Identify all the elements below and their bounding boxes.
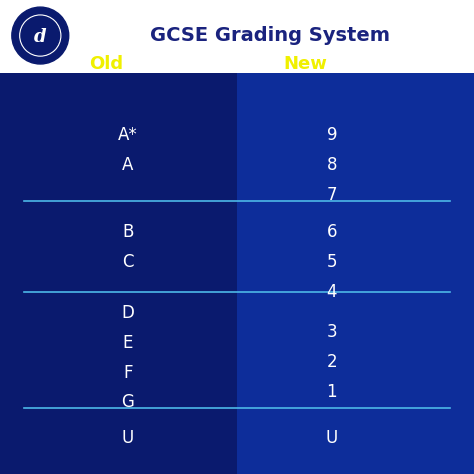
Text: C: C <box>122 253 134 271</box>
Circle shape <box>20 15 61 56</box>
Circle shape <box>21 16 60 55</box>
Text: New: New <box>283 55 327 73</box>
Text: F: F <box>123 364 133 382</box>
Text: Old: Old <box>89 55 123 73</box>
Bar <box>0 0 474 73</box>
Bar <box>0 73 237 474</box>
Text: 8: 8 <box>327 156 337 174</box>
Text: G: G <box>121 393 135 411</box>
Text: 5: 5 <box>327 253 337 271</box>
Text: 4: 4 <box>327 283 337 301</box>
Text: E: E <box>123 334 133 352</box>
Text: U: U <box>326 429 338 447</box>
Text: GCSE Grading System: GCSE Grading System <box>150 26 390 45</box>
Text: A: A <box>122 156 134 174</box>
Text: 3: 3 <box>327 323 337 341</box>
Text: 7: 7 <box>327 186 337 204</box>
Text: B: B <box>122 223 134 241</box>
Text: Grades: Grades <box>128 55 206 73</box>
Circle shape <box>12 7 69 64</box>
Text: U: U <box>122 429 134 447</box>
Text: 6: 6 <box>327 223 337 241</box>
Text: 1: 1 <box>327 383 337 401</box>
Text: D: D <box>121 304 135 322</box>
Text: 2: 2 <box>327 353 337 371</box>
Text: 9: 9 <box>327 126 337 144</box>
Text: d: d <box>34 28 46 46</box>
Text: A*: A* <box>118 126 138 144</box>
Bar <box>237 73 474 474</box>
Text: Grades: Grades <box>332 55 410 73</box>
